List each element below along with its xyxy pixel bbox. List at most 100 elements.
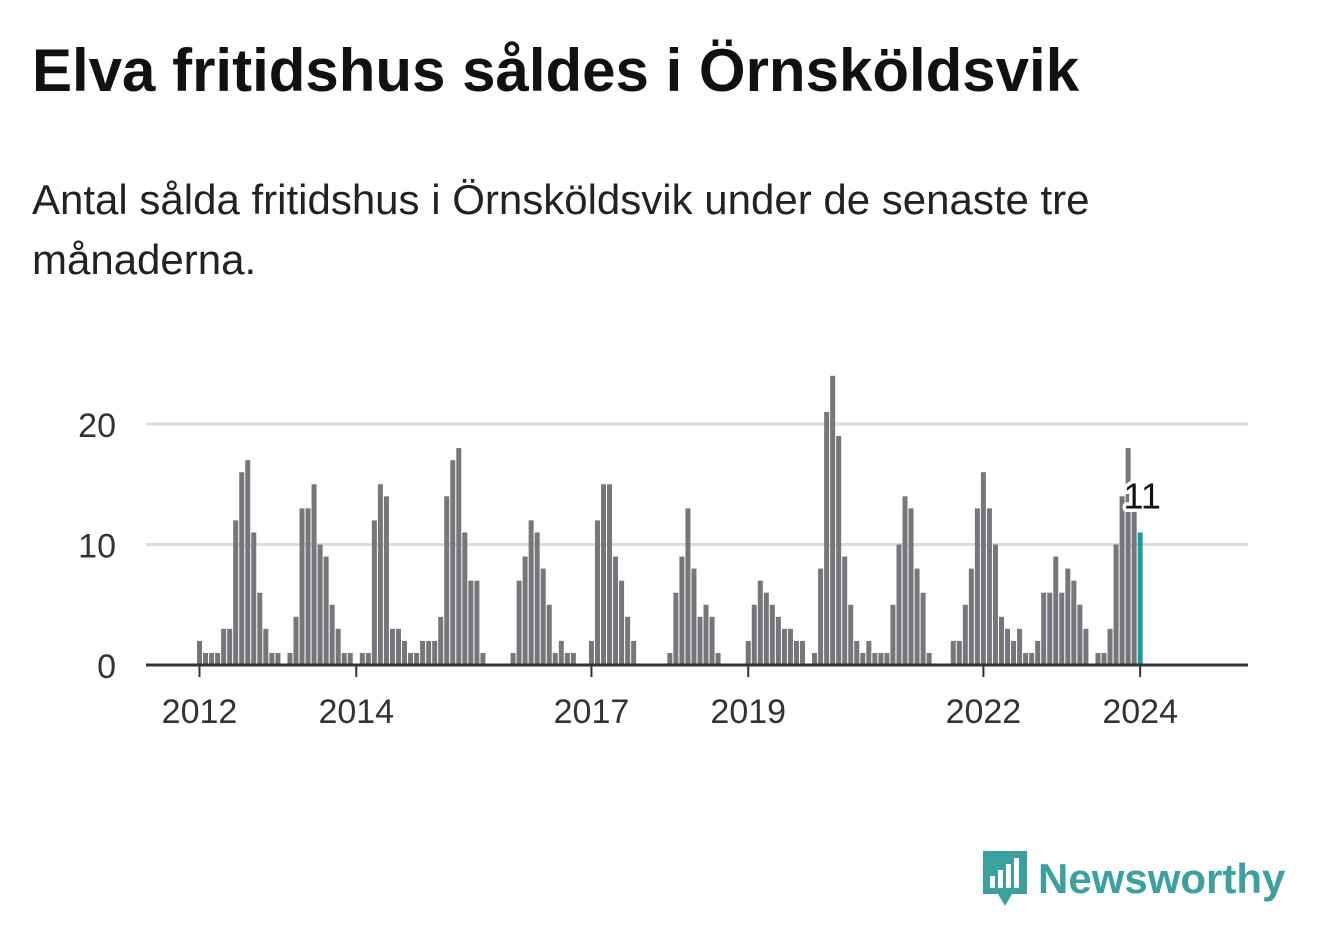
bar xyxy=(251,532,257,665)
bar xyxy=(818,568,824,665)
bar xyxy=(335,628,341,665)
bar xyxy=(781,628,787,665)
bar xyxy=(546,604,552,665)
bar xyxy=(395,628,401,665)
bar xyxy=(950,640,956,665)
bar xyxy=(956,640,962,665)
bar xyxy=(673,592,679,665)
bar xyxy=(1107,628,1113,665)
bar xyxy=(516,580,522,665)
bar xyxy=(456,448,462,665)
bar xyxy=(890,604,896,665)
bar xyxy=(607,484,613,665)
bar xyxy=(793,640,799,665)
bar xyxy=(570,652,576,665)
bar-highlight xyxy=(1137,532,1143,665)
bar xyxy=(685,508,691,665)
bar xyxy=(414,652,420,665)
bar xyxy=(389,628,395,665)
bar xyxy=(1059,592,1065,665)
x-tick-label-2017: 2017 xyxy=(554,693,630,731)
bar xyxy=(908,508,914,665)
x-tick-label-2022: 2022 xyxy=(946,693,1022,731)
bar xyxy=(914,568,920,665)
bar xyxy=(522,556,528,665)
bar xyxy=(920,592,926,665)
bar xyxy=(968,568,974,665)
bar xyxy=(444,496,450,665)
bar xyxy=(896,544,902,665)
bar xyxy=(408,652,414,665)
x-tick-label-2024: 2024 xyxy=(1102,693,1178,731)
bar xyxy=(1005,628,1011,665)
bar xyxy=(601,484,607,665)
bar xyxy=(528,520,534,665)
bar xyxy=(1113,544,1119,665)
bar xyxy=(613,556,619,665)
bar xyxy=(462,532,468,665)
highlight-value-label: 11 xyxy=(1123,475,1160,516)
x-tick-label-2014: 2014 xyxy=(318,693,394,731)
bar xyxy=(691,568,697,665)
bar xyxy=(594,520,600,665)
bar xyxy=(227,628,233,665)
bar xyxy=(812,652,818,665)
bar xyxy=(1071,580,1077,665)
bar xyxy=(769,604,775,665)
y-tick-label-0: 0 xyxy=(97,648,116,686)
axes xyxy=(146,663,1248,677)
bar xyxy=(299,508,305,665)
bar xyxy=(269,652,275,665)
bar xyxy=(697,616,703,665)
bar xyxy=(257,592,263,665)
bar xyxy=(1125,448,1131,665)
bar xyxy=(383,496,389,665)
bar xyxy=(371,520,377,665)
bar xyxy=(239,472,245,665)
bar xyxy=(564,652,570,665)
bar xyxy=(1035,640,1041,665)
bar xyxy=(763,592,769,665)
bar xyxy=(878,652,884,665)
bar xyxy=(1017,628,1023,665)
bar xyxy=(552,652,558,665)
bar xyxy=(775,616,781,665)
bar xyxy=(341,652,347,665)
grid-lines xyxy=(146,422,1248,546)
bar xyxy=(902,496,908,665)
bar xyxy=(1065,568,1071,665)
bar xyxy=(980,472,986,665)
newsworthy-bar-chart-icon xyxy=(983,851,1027,906)
y-tick-label-20: 20 xyxy=(78,407,116,445)
bar xyxy=(860,652,866,665)
bar xyxy=(1101,652,1107,665)
bar xyxy=(317,544,323,665)
bar xyxy=(757,580,763,665)
bar xyxy=(667,652,673,665)
bar xyxy=(848,604,854,665)
bar xyxy=(347,652,353,665)
bar xyxy=(377,484,383,665)
bar xyxy=(1131,508,1137,665)
bar xyxy=(203,652,209,665)
chart-title: Elva fritidshus såldes i Örnsköldsvik xyxy=(32,37,1080,104)
bar xyxy=(558,640,564,665)
bar xyxy=(197,640,202,665)
bar xyxy=(1029,652,1035,665)
bar xyxy=(540,568,546,665)
bar xyxy=(974,508,980,665)
bar xyxy=(293,616,299,665)
bar xyxy=(824,411,830,665)
bar xyxy=(625,616,631,665)
bar xyxy=(432,640,438,665)
bar xyxy=(1041,592,1047,665)
bar xyxy=(998,616,1004,665)
bar xyxy=(1023,652,1029,665)
bar xyxy=(800,640,805,665)
bar xyxy=(468,580,474,665)
bar xyxy=(986,508,992,665)
bar xyxy=(323,556,329,665)
bar xyxy=(263,628,269,665)
bars xyxy=(197,375,1143,665)
